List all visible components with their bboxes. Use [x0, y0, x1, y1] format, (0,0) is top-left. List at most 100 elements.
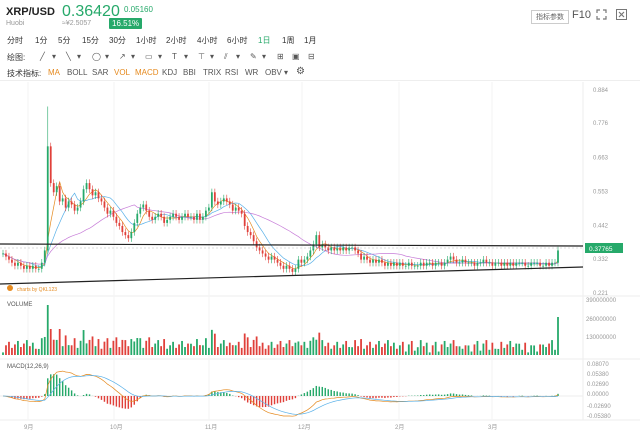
candle-body — [2, 253, 4, 255]
price-tick: 0.442 — [593, 223, 609, 229]
volume-bar — [202, 345, 204, 355]
tf-4h[interactable]: 4小时 — [197, 36, 218, 45]
candle-body — [309, 250, 312, 257]
close-icon[interactable] — [616, 9, 627, 20]
line-tool-icon[interactable]: ╱ — [40, 52, 45, 61]
candle-body — [428, 262, 431, 264]
tf-fenshi[interactable]: 分时 — [7, 36, 23, 45]
brush-dropdown-icon[interactable]: ▾ — [262, 52, 267, 61]
obv-dropdown-icon[interactable]: ▾ — [284, 68, 289, 77]
candle-body — [5, 253, 7, 257]
volume-bar — [136, 338, 139, 355]
tf-1min[interactable]: 1分 — [35, 36, 48, 45]
ray-tool-icon[interactable]: ╲ — [66, 52, 71, 61]
volume-bar — [219, 343, 222, 355]
volume-bar — [163, 339, 166, 355]
indicator-params-button[interactable]: 指标参数 — [531, 10, 569, 24]
candle-body — [34, 265, 37, 269]
candle-body — [31, 265, 34, 269]
rect-dropdown-icon[interactable]: ▾ — [158, 52, 163, 61]
delete-tool-icon[interactable]: ⊟ — [308, 52, 315, 61]
volume-bar — [440, 344, 443, 355]
tf-1h[interactable]: 1小时 — [136, 36, 157, 45]
volume-bar — [545, 347, 547, 355]
f10-button[interactable]: F10 — [572, 9, 591, 21]
candle-body — [25, 265, 28, 269]
candle-body — [372, 259, 374, 263]
volume-bar — [243, 333, 246, 355]
candle-body — [425, 262, 428, 266]
ind-trix[interactable]: TRIX — [203, 68, 222, 77]
candle-body — [222, 198, 225, 202]
clear-tool-icon[interactable]: ▣ — [292, 52, 300, 61]
ind-ma[interactable]: MA — [48, 68, 60, 77]
arrow-tool-icon[interactable]: ↗ — [119, 52, 126, 61]
tf-1w[interactable]: 1周 — [282, 36, 295, 45]
candle-body — [491, 262, 494, 266]
volume-bar — [554, 349, 556, 355]
volume-bar — [46, 305, 49, 355]
circle-dropdown-icon[interactable]: ▾ — [105, 52, 110, 61]
ind-rsi[interactable]: RSI — [225, 68, 239, 77]
candle-body — [210, 192, 213, 208]
text-dropdown-icon[interactable]: ▾ — [184, 52, 189, 61]
rect-tool-icon[interactable]: ▭ — [145, 52, 153, 61]
candle-body — [8, 256, 10, 260]
tf-1m[interactable]: 1月 — [304, 36, 317, 45]
ind-wr[interactable]: WR — [245, 68, 259, 77]
candle-body — [363, 256, 365, 260]
fullscreen-icon[interactable] — [596, 9, 607, 20]
tf-2h[interactable]: 2小时 — [166, 36, 187, 45]
measure-tool-icon[interactable]: ⊞ — [277, 52, 284, 61]
volume-bar — [184, 347, 186, 355]
volume-tick: 130000000 — [586, 335, 617, 341]
volume-bar — [11, 347, 13, 355]
volume-bar — [91, 336, 94, 355]
volume-bar — [291, 346, 294, 355]
candle-body — [419, 262, 422, 266]
tf-1d[interactable]: 1日 — [258, 36, 271, 45]
ind-boll[interactable]: BOLL — [67, 68, 88, 77]
candle-body — [273, 256, 276, 260]
volume-bar — [237, 341, 240, 355]
fib-tool-icon[interactable]: ⊤ — [198, 52, 205, 61]
gear-icon[interactable]: ⚙ — [296, 66, 305, 77]
volume-bar — [34, 348, 37, 355]
candle-body — [482, 259, 485, 263]
candle-body — [22, 265, 25, 269]
ind-sar[interactable]: SAR — [92, 68, 109, 77]
tf-30min[interactable]: 30分 — [109, 36, 126, 45]
ind-macd[interactable]: MACD — [135, 68, 159, 77]
volume-bar — [20, 347, 22, 355]
arrow-dropdown-icon[interactable]: ▾ — [131, 52, 136, 61]
volume-bar — [378, 340, 380, 355]
ind-obv[interactable]: OBV — [265, 68, 282, 77]
candle-body — [303, 259, 306, 263]
date-tick: 12月 — [298, 424, 311, 431]
fib-dropdown-icon[interactable]: ▾ — [210, 52, 215, 61]
ray-dropdown-icon[interactable]: ▾ — [77, 52, 82, 61]
volume-bar — [410, 340, 413, 355]
candle-body — [205, 210, 207, 217]
candle-body — [225, 198, 228, 202]
channel-tool-icon[interactable]: ⫽ — [224, 52, 228, 61]
candle-body — [190, 216, 192, 218]
ind-kdj[interactable]: KDJ — [162, 68, 178, 77]
ind-vol[interactable]: VOL — [114, 68, 131, 77]
brush-tool-icon[interactable]: ✎ — [250, 52, 257, 61]
volume-bar — [282, 347, 285, 355]
candle-body — [115, 216, 118, 223]
candle-body — [381, 259, 383, 263]
candle-body — [384, 262, 386, 266]
ind-bbi[interactable]: BBI — [183, 68, 196, 77]
tf-15min[interactable]: 15分 — [82, 36, 99, 45]
circle-tool-icon[interactable]: ◯ — [92, 52, 101, 61]
volume-bar — [2, 352, 4, 355]
candle-body — [518, 262, 521, 264]
tf-5min[interactable]: 5分 — [58, 36, 71, 45]
channel-dropdown-icon[interactable]: ▾ — [236, 52, 241, 61]
text-tool-icon[interactable]: T — [172, 52, 177, 61]
tf-6h[interactable]: 6小时 — [227, 36, 248, 45]
line-dropdown-icon[interactable]: ▾ — [52, 52, 57, 61]
